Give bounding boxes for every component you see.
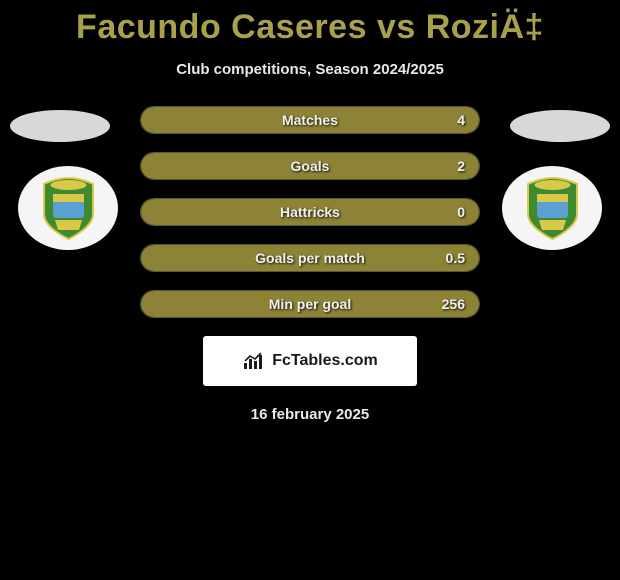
club-badge-left [18,166,118,250]
stat-bar-label: Matches [282,112,338,128]
stat-bar: Matches 4 [140,106,480,134]
stat-bar-label: Min per goal [269,296,351,312]
stat-bar-label: Goals [291,158,330,174]
stat-bar: Min per goal 256 [140,290,480,318]
crest-icon [525,176,580,241]
stat-bar-value: 256 [442,296,465,312]
club-badge-right [502,166,602,250]
player-marker-right [510,110,610,142]
stat-bar-value: 4 [457,112,465,128]
stat-bar-label: Goals per match [255,250,365,266]
stat-bar-label: Hattricks [280,204,340,220]
subtitle: Club competitions, Season 2024/2025 [0,61,620,78]
stat-bar: Goals per match 0.5 [140,244,480,272]
stat-bar: Goals 2 [140,152,480,180]
stat-bar: Hattricks 0 [140,198,480,226]
stat-bar-value: 0.5 [446,250,465,266]
chart-icon [242,351,266,371]
stat-bar-value: 0 [457,204,465,220]
branding-badge: FcTables.com [203,336,417,386]
crest-icon [41,176,96,241]
branding-text: FcTables.com [272,352,378,370]
stat-bars: Matches 4 Goals 2 Hattricks 0 Goals per match 0… [140,106,480,318]
stat-bar-value: 2 [457,158,465,174]
comparison-panel: Matches 4 Goals 2 Hattricks 0 Goals per match 0… [0,106,620,423]
player-marker-left [10,110,110,142]
page-title: Facundo Caseres vs RoziÄ‡ [0,0,620,47]
snapshot-date: 16 february 2025 [0,406,620,423]
